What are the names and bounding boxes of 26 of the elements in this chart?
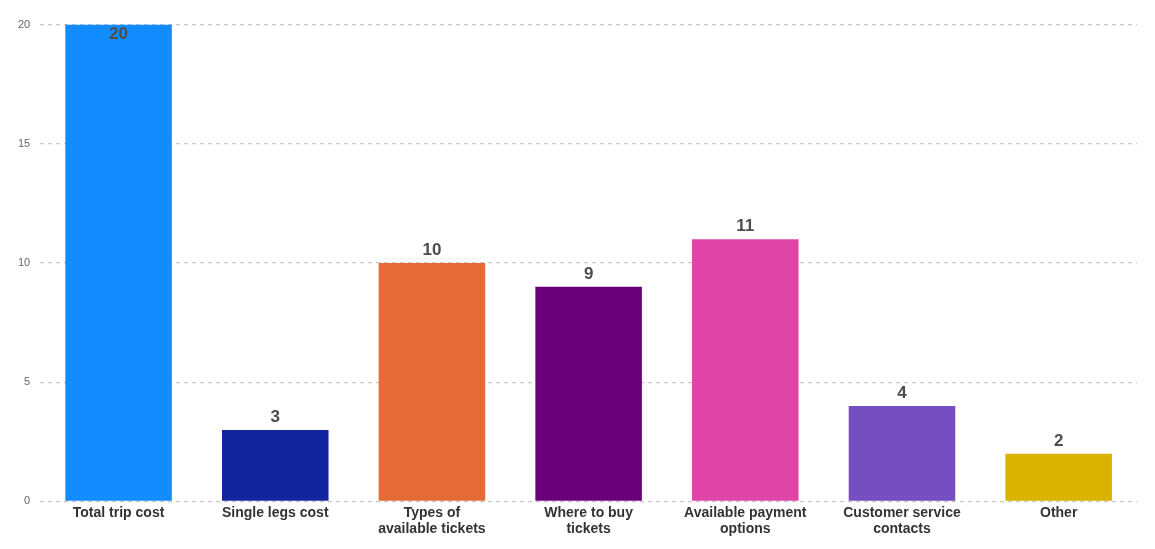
x-tick-label: Types of available tickets — [378, 503, 486, 537]
bar — [1005, 453, 1112, 501]
data-label: 3 — [270, 407, 280, 427]
bar — [65, 24, 172, 501]
y-tick-label: 10 — [17, 256, 31, 269]
data-label: 11 — [736, 216, 755, 236]
y-tick-label: 20 — [17, 17, 31, 30]
x-tick-label: Other — [1039, 503, 1078, 520]
data-label: 4 — [897, 383, 908, 403]
y-tick-label: 0 — [24, 494, 31, 507]
bar — [221, 429, 329, 501]
x-tick-label: Customer service contacts — [843, 503, 961, 537]
x-tick-label: Where to buy tickets — [544, 503, 634, 537]
bar — [848, 406, 956, 501]
data-label: 2 — [1053, 430, 1064, 450]
x-tick-label: Single legs cost — [221, 503, 329, 520]
data-label: 20 — [109, 23, 129, 43]
bar — [378, 263, 486, 501]
x-tick-label: Available payment options — [684, 503, 807, 537]
y-tick-label: 15 — [17, 136, 31, 149]
data-label: 9 — [583, 264, 594, 284]
y-tick-label: 5 — [24, 375, 31, 388]
data-label: 10 — [422, 240, 442, 260]
bar — [535, 286, 642, 501]
bar — [692, 239, 799, 501]
x-tick-label: Total trip cost — [72, 503, 165, 520]
